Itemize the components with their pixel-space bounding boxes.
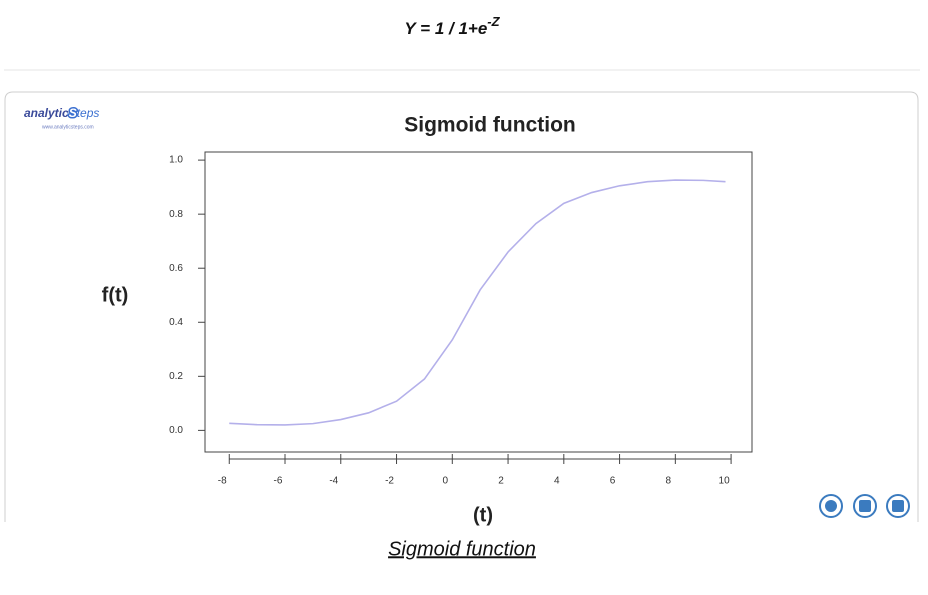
y-tick-label: 1.0 [169,155,183,166]
y-tick-label: 0.2 [169,371,183,382]
x-tick-label: 6 [610,476,616,487]
formula: Y = 1 / 1+e-Z [404,14,500,38]
logo-highlight: S [69,106,77,120]
x-tick-label: -4 [329,476,338,487]
plot-frame [204,151,753,453]
x-tick-label: 4 [554,476,560,487]
x-tick-label: -2 [385,476,394,487]
logo: analyticSteps www.analyticsteps.com [24,105,99,131]
x-tick-label: 8 [666,476,672,487]
share-icons [819,494,910,518]
x-tick-label: 0 [443,476,449,487]
formula-superscript: -Z [487,14,500,29]
twitter-glyph [825,500,837,512]
formula-text: Y = 1 / 1+e [404,19,487,38]
chart: Sigmoid function f(t) (t) 0.0 0.2 0.4 0.6 0.8 1.… [102,114,753,526]
facebook-glyph [859,500,871,512]
logo-rest: teps [77,106,100,120]
x-tick-label: -6 [274,476,283,487]
x-tick-label: -8 [218,476,227,487]
x-axis-label: (t) [473,504,493,526]
chart-title: Sigmoid function [404,114,575,137]
linkedin-icon[interactable] [886,494,910,518]
facebook-icon[interactable] [853,494,877,518]
linkedin-glyph [892,500,904,512]
twitter-icon[interactable] [819,494,843,518]
line-series [229,179,726,426]
logo-name: analytic [24,106,69,120]
logo-text: analyticSteps [24,106,99,120]
caption-link[interactable]: Sigmoid function [388,538,536,560]
y-tick-label: 0.6 [169,263,183,274]
logo-url: www.analyticsteps.com [42,124,94,130]
y-tick-label: 0.0 [169,425,183,436]
y-axis-label: f(t) [102,284,129,306]
x-tick-label: 10 [719,476,731,487]
y-tick-label: 0.4 [169,317,183,328]
x-tick-label: 2 [498,476,504,487]
y-tick-label: 0.8 [169,209,183,220]
card [4,91,919,522]
